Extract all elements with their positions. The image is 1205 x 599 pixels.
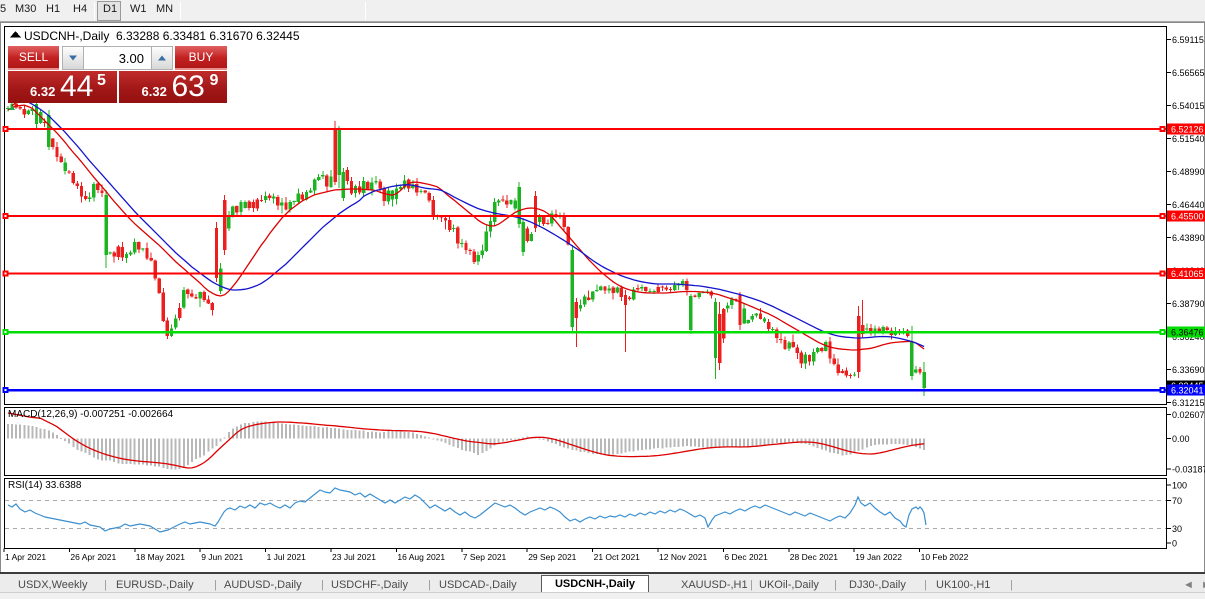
svg-text:1 Jul 2021: 1 Jul 2021 [267,552,306,562]
svg-text:6.38790: 6.38790 [1172,299,1205,309]
svg-text:19 Jan 2022: 19 Jan 2022 [855,552,902,562]
svg-text:100: 100 [1172,481,1187,491]
svg-text:-0.03187: -0.03187 [1172,465,1205,475]
svg-text:18 May 2021: 18 May 2021 [136,552,185,562]
svg-text:26 Apr 2021: 26 Apr 2021 [70,552,116,562]
svg-text:6.43890: 6.43890 [1172,233,1205,243]
svg-text:28 Dec 2021: 28 Dec 2021 [790,552,838,562]
svg-text:6.32041: 6.32041 [1171,386,1204,396]
svg-text:30: 30 [1172,524,1182,534]
svg-text:MACD(12,26,9) -0.007251 -0.002: MACD(12,26,9) -0.007251 -0.002664 [8,409,174,420]
svg-text:6.48990: 6.48990 [1172,167,1205,177]
svg-text:6 Dec 2021: 6 Dec 2021 [724,552,768,562]
svg-text:6.45500: 6.45500 [1171,212,1204,222]
svg-text:29 Sep 2021: 29 Sep 2021 [528,552,576,562]
svg-text:6.33690: 6.33690 [1172,365,1205,375]
svg-text:70: 70 [1172,496,1182,506]
svg-text:6.52126: 6.52126 [1171,125,1204,135]
svg-text:6.41065: 6.41065 [1171,269,1204,279]
svg-text:0.00: 0.00 [1172,434,1190,444]
svg-text:1 Apr 2021: 1 Apr 2021 [5,552,46,562]
svg-text:0.02607: 0.02607 [1172,410,1205,420]
svg-text:23 Jul 2021: 23 Jul 2021 [332,552,376,562]
svg-text:16 Aug 2021: 16 Aug 2021 [397,552,445,562]
svg-text:6.51540: 6.51540 [1172,134,1205,144]
svg-text:10 Feb 2022: 10 Feb 2022 [921,552,969,562]
svg-text:USDCNH-,Daily 6.33288 6.33481: USDCNH-,Daily 6.33288 6.33481 6.31670 6.… [24,29,300,43]
svg-text:6.59115: 6.59115 [1172,35,1204,45]
svg-text:0: 0 [1172,539,1177,549]
svg-text:RSI(14) 33.6388: RSI(14) 33.6388 [8,480,82,491]
svg-text:6.46440: 6.46440 [1172,200,1205,210]
svg-text:9 Jun 2021: 9 Jun 2021 [201,552,243,562]
svg-text:6.56565: 6.56565 [1172,68,1205,78]
svg-text:7 Sep 2021: 7 Sep 2021 [463,552,507,562]
svg-text:6.36476: 6.36476 [1171,328,1204,338]
svg-text:6.54015: 6.54015 [1172,101,1205,111]
svg-text:12 Nov 2021: 12 Nov 2021 [659,552,707,562]
svg-text:6.31215: 6.31215 [1172,398,1205,408]
svg-text:21 Oct 2021: 21 Oct 2021 [594,552,641,562]
